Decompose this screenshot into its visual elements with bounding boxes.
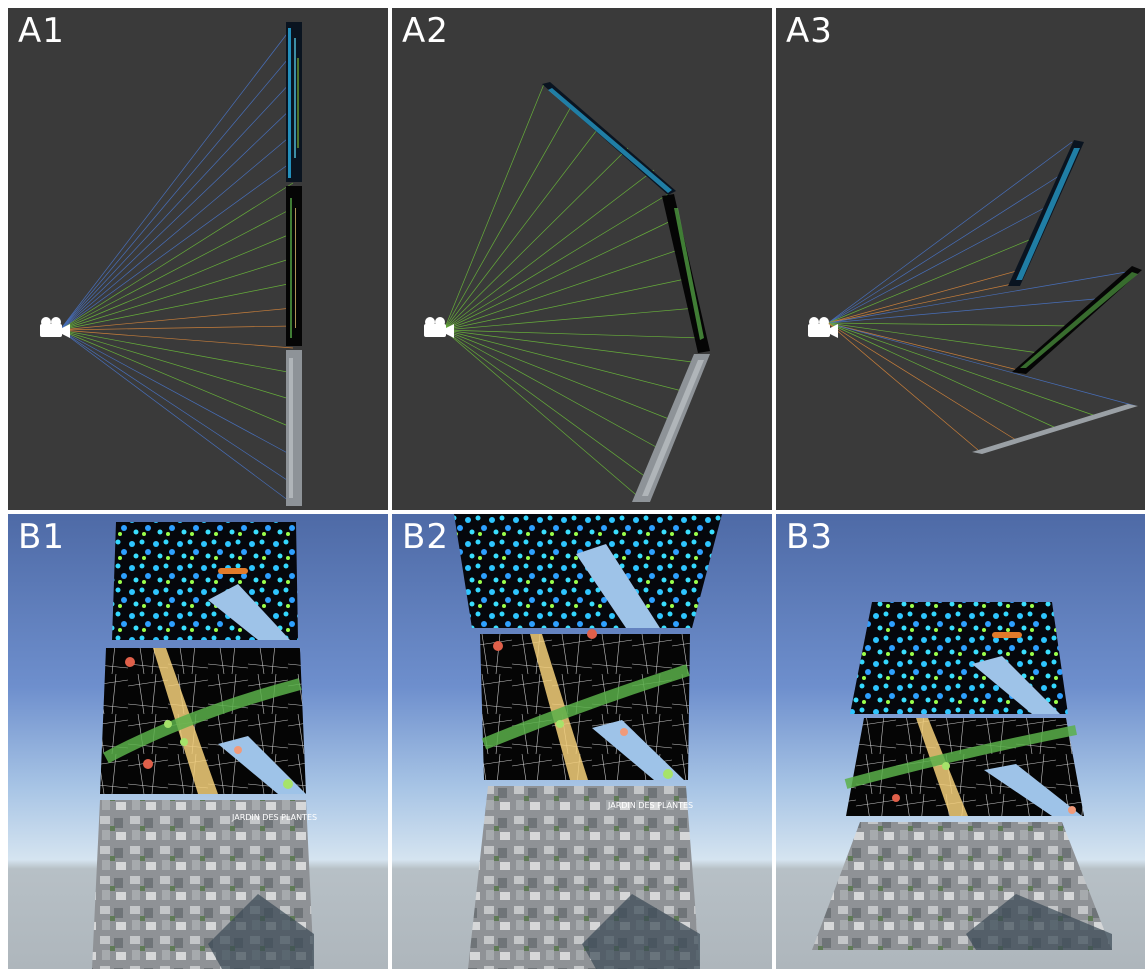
b2-heat-layer: [454, 514, 722, 628]
b1-satellite-layer: JARDIN DES PLANTES: [92, 800, 317, 969]
b2-park-label: JARDIN DES PLANTES: [607, 801, 693, 810]
a2-rays: [443, 83, 703, 501]
a3-layers: [972, 140, 1142, 454]
b3-satellite-layer: [812, 822, 1112, 950]
panel-b2: B2 JARDIN DES PLANTES: [392, 514, 772, 969]
a1-scene: [40, 22, 302, 506]
video-camera-icon: [40, 317, 70, 338]
panel-label-b1: B1: [18, 517, 65, 557]
video-camera-icon: [424, 317, 454, 338]
b2-network-layer: [480, 629, 690, 780]
b3-scene: [812, 602, 1112, 950]
panel-label-a3: A3: [786, 11, 833, 51]
a1-layers: [286, 22, 302, 506]
b1-network-layer: [100, 648, 306, 794]
video-camera-icon: [808, 317, 838, 338]
b1-heat-layer: [112, 522, 298, 640]
panel-a1: A1: [8, 8, 388, 510]
panel-label-a2: A2: [402, 11, 449, 51]
panel-b3: B3: [776, 514, 1145, 969]
panel-label-b3: B3: [786, 517, 833, 557]
a3-rays: [827, 141, 1139, 451]
a1-satellite-layer: [286, 350, 302, 506]
a1-rays: [59, 25, 294, 505]
a2-scene: [424, 82, 710, 502]
a3-scene: [808, 140, 1142, 454]
a2-layers: [542, 82, 710, 502]
a1-network-layer: [286, 186, 302, 346]
b2-scene: JARDIN DES PLANTES: [454, 514, 722, 969]
panel-b1: B1: [8, 514, 388, 969]
a2-network-layer: [662, 194, 710, 353]
b1-scene: JARDIN DES PLANTES: [92, 522, 317, 969]
b3-network-layer: [844, 718, 1084, 816]
b3-heat-layer: [850, 602, 1068, 714]
b1-park-label: JARDIN DES PLANTES: [231, 813, 317, 822]
panel-a2: A2: [392, 8, 772, 510]
panel-label-a1: A1: [18, 11, 65, 51]
panel-a3: A3: [776, 8, 1145, 510]
b2-satellite-layer: JARDIN DES PLANTES: [468, 786, 700, 969]
panel-label-b2: B2: [402, 517, 449, 557]
a3-satellite-layer: [972, 404, 1138, 454]
